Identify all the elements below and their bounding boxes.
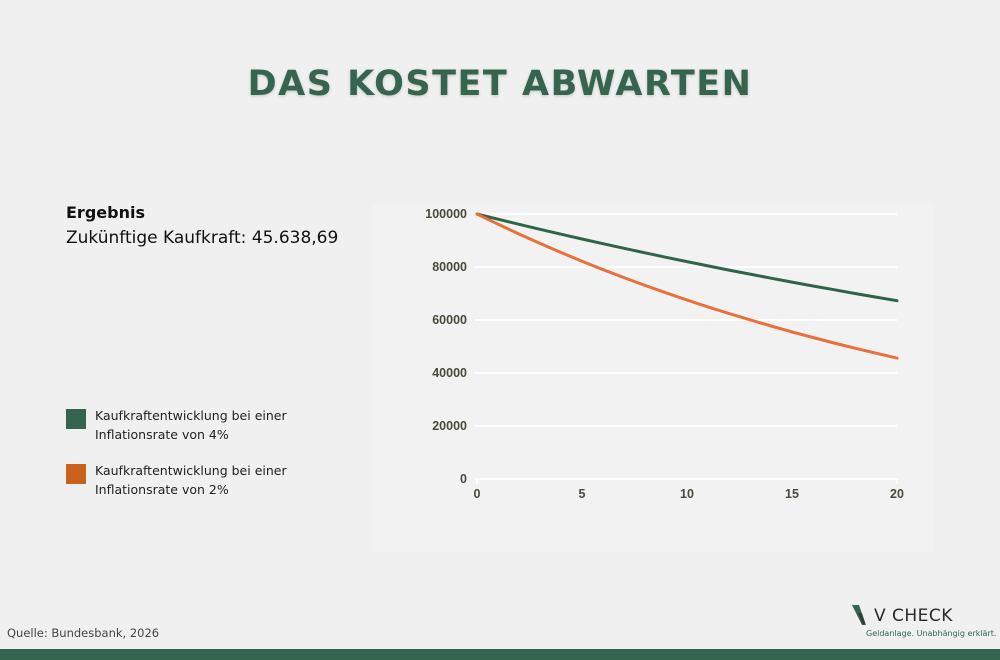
y-tick-label: 20000	[432, 419, 467, 433]
x-tick-label: 0	[474, 487, 481, 501]
series-line-4pct	[475, 212, 899, 303]
v-logo-icon	[852, 605, 866, 625]
footer-bar	[0, 649, 1000, 660]
x-tick-label: 15	[785, 487, 799, 501]
line-chart: 0 20000 40000 60000 80000 100000 0 5 10 15 20	[425, 207, 904, 501]
result-block: Ergebnis Zukünftige Kaufkraft: 45.638,69	[66, 203, 338, 248]
legend-label: Kaufkraftentwicklung bei einer Inflation…	[95, 408, 287, 442]
legend-item-4pct: Kaufkraftentwicklung bei einer Inflation…	[66, 406, 325, 444]
x-tick-label: 5	[579, 487, 586, 501]
logo-tagline: Geldanlage. Unabhängig erklärt.	[866, 629, 997, 638]
y-tick-label: 0	[460, 472, 467, 486]
x-tick-label: 10	[680, 487, 694, 501]
legend-item-2pct: Kaufkraftentwicklung bei einer Inflation…	[66, 461, 325, 499]
chart-panel: 0 20000 40000 60000 80000 100000 0 5 10 15 20	[372, 205, 933, 553]
legend-swatch-green	[66, 409, 86, 429]
chart-legend: Kaufkraftentwicklung bei einer Inflation…	[66, 406, 325, 516]
page-title: DAS KOSTET ABWARTEN	[247, 64, 753, 104]
y-tick-label: 40000	[432, 366, 467, 380]
y-tick-label: 60000	[432, 313, 467, 327]
y-tick-label: 80000	[432, 260, 467, 274]
x-tick-label: 20	[890, 487, 904, 501]
source-note: Quelle: Bundesbank, 2026	[7, 626, 160, 640]
y-tick-label: 100000	[425, 207, 467, 221]
result-value: Zukünftige Kaufkraft: 45.638,69	[66, 228, 339, 248]
legend-label: Kaufkraftentwicklung bei einer Inflation…	[95, 463, 287, 497]
series-line-2pct	[475, 212, 899, 360]
logo-name: V CHECK	[874, 606, 953, 626]
result-label: Ergebnis	[66, 203, 145, 222]
legend-swatch-orange	[66, 464, 86, 484]
